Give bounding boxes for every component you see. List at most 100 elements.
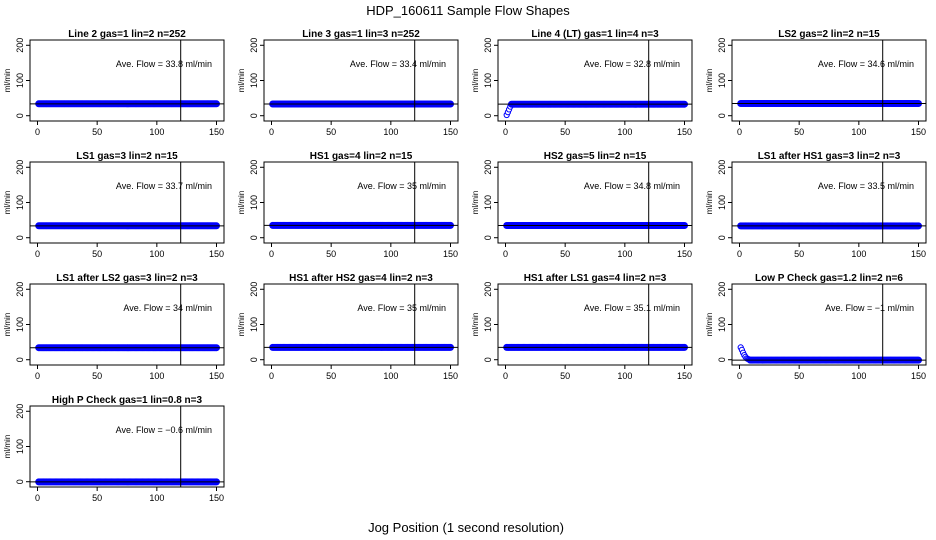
panel-title: High P Check gas=1 lin=0.8 n=3 xyxy=(52,395,203,406)
panel-3: Line 4 (LT) gas=1 lin=4 n=3 ml/min Ave. Fl… xyxy=(471,29,693,137)
panel-title: HS2 gas=5 lin=2 n=15 xyxy=(544,151,647,162)
y-tick-label: 200 xyxy=(717,282,727,297)
x-tick-label: 50 xyxy=(92,249,102,259)
plot-box xyxy=(29,283,225,366)
x-tick-label: 150 xyxy=(443,371,458,381)
x-tick-label: 0 xyxy=(35,127,40,137)
panel-10: HS1 after HS2 gas=4 lin=2 n=3 ml/min Ave. … xyxy=(237,273,459,381)
x-tick-label: 150 xyxy=(209,249,224,259)
y-tick-label: 0 xyxy=(15,235,25,240)
y-axis-label: ml/min xyxy=(471,191,480,215)
y-axis-label: ml/min xyxy=(3,313,12,337)
average-flow-annotation: Ave. Flow = 33.8 ml/min xyxy=(116,59,212,69)
panel-2: Line 3 gas=1 lin=3 n=252 ml/min Ave. Flow … xyxy=(237,29,459,137)
y-tick-label: 200 xyxy=(717,160,727,175)
plot-box xyxy=(731,283,927,366)
average-flow-annotation: Ave. Flow = 35.1 ml/min xyxy=(584,303,680,313)
y-tick-label: 100 xyxy=(249,73,259,88)
panel-title: Line 2 gas=1 lin=2 n=252 xyxy=(68,29,186,40)
y-tick-label: 100 xyxy=(717,195,727,210)
y-axis-label: ml/min xyxy=(3,435,12,459)
x-tick-label: 50 xyxy=(794,127,804,137)
x-tick-label: 150 xyxy=(677,249,692,259)
average-flow-annotation: Ave. Flow = 32.8 ml/min xyxy=(584,59,680,69)
y-tick-label: 100 xyxy=(717,317,727,332)
y-tick-label: 0 xyxy=(717,113,727,118)
x-tick-label: 50 xyxy=(560,127,570,137)
x-tick-label: 100 xyxy=(617,371,632,381)
average-flow-annotation: Ave. Flow = 35 ml/min xyxy=(357,303,446,313)
panel-title: HS1 after HS2 gas=4 lin=2 n=3 xyxy=(289,273,433,284)
panel-4: LS2 gas=2 lin=2 n=15 ml/min Ave. Flow = 34… xyxy=(705,29,927,137)
average-flow-annotation: Ave. Flow = 33.5 ml/min xyxy=(818,181,914,191)
x-tick-label: 50 xyxy=(326,249,336,259)
x-tick-label: 100 xyxy=(149,249,164,259)
y-axis-label: ml/min xyxy=(237,69,246,93)
y-tick-label: 0 xyxy=(15,479,25,484)
average-flow-annotation: Ave. Flow = 34.6 ml/min xyxy=(818,59,914,69)
x-tick-label: 50 xyxy=(794,249,804,259)
panel-13: High P Check gas=1 lin=0.8 n=3 ml/min Ave.… xyxy=(3,395,225,503)
y-tick-label: 100 xyxy=(15,317,25,332)
x-tick-label: 0 xyxy=(35,371,40,381)
data-points xyxy=(503,100,688,119)
x-tick-label: 50 xyxy=(326,127,336,137)
y-tick-label: 200 xyxy=(15,282,25,297)
plot-box xyxy=(497,283,693,366)
x-tick-label: 0 xyxy=(503,371,508,381)
x-tick-label: 150 xyxy=(209,371,224,381)
average-flow-annotation: Ave. Flow = −0.6 ml/min xyxy=(116,425,212,435)
panel-title: Low P Check gas=1.2 lin=2 n=6 xyxy=(755,273,903,284)
x-tick-label: 50 xyxy=(794,371,804,381)
y-axis-label: ml/min xyxy=(3,69,12,93)
x-tick-label: 150 xyxy=(911,127,926,137)
x-tick-label: 0 xyxy=(269,371,274,381)
x-tick-label: 100 xyxy=(617,127,632,137)
y-tick-label: 100 xyxy=(15,195,25,210)
y-axis-label: ml/min xyxy=(705,69,714,93)
plot-box xyxy=(263,283,459,366)
figure-title: HDP_160611 Sample Flow Shapes xyxy=(366,3,570,18)
x-tick-label: 0 xyxy=(737,371,742,381)
x-tick-label: 0 xyxy=(503,249,508,259)
panel-9: LS1 after LS2 gas=3 lin=2 n=3 ml/min Ave. … xyxy=(3,273,225,381)
panel-title: LS1 after LS2 gas=3 lin=2 n=3 xyxy=(56,273,198,284)
x-tick-label: 150 xyxy=(443,249,458,259)
y-tick-label: 0 xyxy=(483,113,493,118)
panel-11: HS1 after LS1 gas=4 lin=2 n=3 ml/min Ave. … xyxy=(471,273,693,381)
y-tick-label: 0 xyxy=(15,113,25,118)
x-tick-label: 0 xyxy=(269,127,274,137)
y-tick-label: 200 xyxy=(15,404,25,419)
panel-title: Line 4 (LT) gas=1 lin=4 n=3 xyxy=(531,29,659,40)
panel-5: LS1 gas=3 lin=2 n=15 ml/min Ave. Flow = 33… xyxy=(3,151,225,259)
x-tick-label: 0 xyxy=(737,127,742,137)
y-tick-label: 200 xyxy=(15,38,25,53)
x-tick-label: 50 xyxy=(92,371,102,381)
y-axis-label: ml/min xyxy=(705,313,714,337)
average-flow-annotation: Ave. Flow = 34 ml/min xyxy=(123,303,212,313)
y-axis-label: ml/min xyxy=(705,191,714,215)
x-tick-label: 100 xyxy=(851,371,866,381)
x-tick-label: 150 xyxy=(911,249,926,259)
x-tick-label: 0 xyxy=(737,249,742,259)
panel-title: LS2 gas=2 lin=2 n=15 xyxy=(778,29,880,40)
y-tick-label: 0 xyxy=(717,235,727,240)
x-tick-label: 50 xyxy=(560,249,570,259)
panels-grid: Line 2 gas=1 lin=2 n=252 ml/min Ave. Flow … xyxy=(3,29,927,503)
plot-box xyxy=(497,39,693,122)
panel-title: HS1 after LS1 gas=4 lin=2 n=3 xyxy=(524,273,667,284)
average-flow-annotation: Ave. Flow = 34.8 ml/min xyxy=(584,181,680,191)
y-axis-label: ml/min xyxy=(471,69,480,93)
plot-box xyxy=(731,39,927,122)
y-tick-label: 100 xyxy=(249,195,259,210)
average-flow-annotation: Ave. Flow = 35 ml/min xyxy=(357,181,446,191)
y-axis-label: ml/min xyxy=(237,191,246,215)
x-tick-label: 100 xyxy=(149,493,164,503)
panel-1: Line 2 gas=1 lin=2 n=252 ml/min Ave. Flow … xyxy=(3,29,225,137)
plot-box xyxy=(731,161,927,244)
panel-6: HS1 gas=4 lin=2 n=15 ml/min Ave. Flow = 35… xyxy=(237,151,459,259)
plot-box xyxy=(29,39,225,122)
plot-box xyxy=(29,405,225,488)
x-tick-label: 100 xyxy=(851,127,866,137)
